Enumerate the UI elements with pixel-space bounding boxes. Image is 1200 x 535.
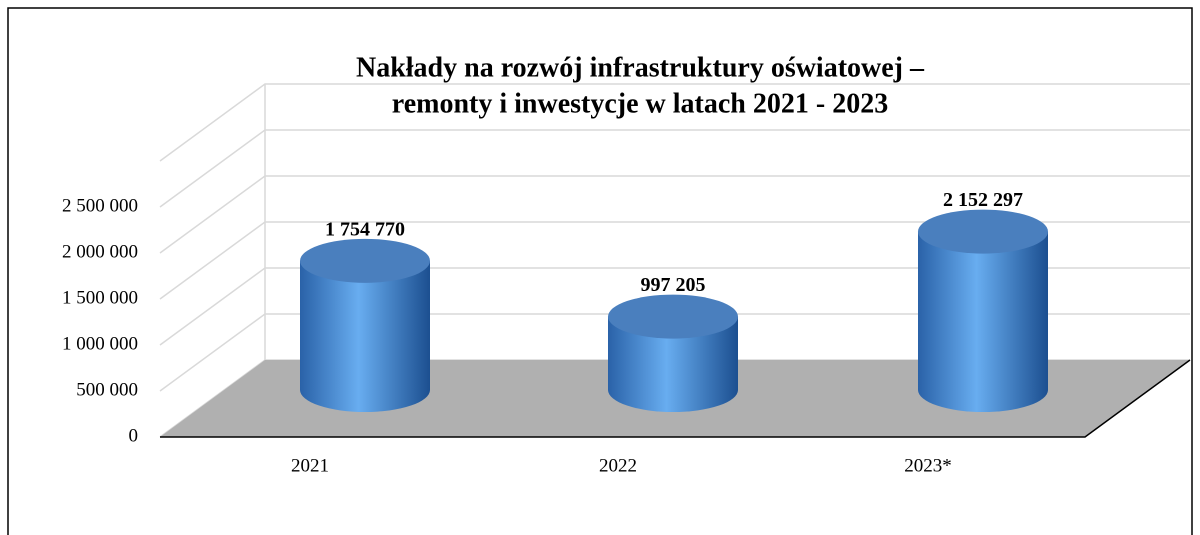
y-tick-label: 2 000 000 [62,241,138,262]
cylinder-top [300,238,430,283]
cylinder-top [918,209,1048,254]
chart-title: remonty i inwestycje w latach 2021 - 202… [392,88,888,119]
cylinder [918,231,1048,412]
value-label: 997 205 [641,274,706,296]
value-label: 2 152 297 [943,189,1023,211]
frame [7,7,1193,535]
x-tick-label: 2021 [291,455,329,476]
x-tick-label: 2023* [904,455,952,476]
value-label: 1 754 770 [325,218,405,240]
y-tick-label: 500 000 [76,379,138,400]
y-tick-label: 2 500 000 [62,195,138,216]
chart-title: Nakłady na rozwój infrastruktury oświato… [356,52,925,83]
y-tick-label: 1 000 000 [62,333,138,354]
cylinder-top [608,294,738,339]
cylinder [300,260,430,412]
grid-line [159,313,1190,392]
y-tick-label: 1 500 000 [62,287,138,308]
y-tick-label: 0 [129,425,139,446]
grid-line [159,221,1190,300]
grid-line [159,129,1190,208]
floor-edge [160,359,1191,438]
x-tick-label: 2022 [599,455,637,476]
grid-line [159,267,1190,346]
grid-line [159,175,1190,254]
cylinder [608,316,738,412]
